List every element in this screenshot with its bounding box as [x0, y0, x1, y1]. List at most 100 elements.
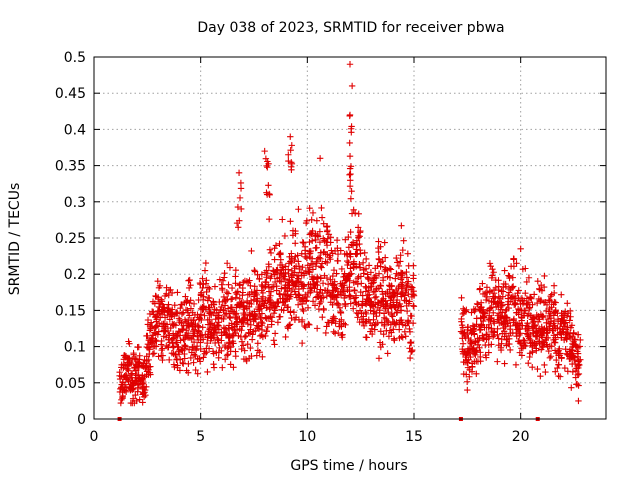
data-point: [211, 306, 218, 313]
data-point: [184, 330, 192, 337]
data-point: [410, 303, 418, 310]
data-point: [267, 249, 275, 257]
data-point: [308, 216, 315, 223]
data-point: [352, 292, 360, 299]
data-point: [410, 287, 417, 295]
data-point: [242, 332, 250, 340]
data-point: [300, 282, 308, 289]
data-point: [271, 341, 278, 348]
data-point: [197, 345, 204, 353]
peak-point: [348, 129, 355, 136]
data-point: [189, 343, 196, 350]
data-point: [406, 354, 414, 362]
data-point: [386, 265, 394, 272]
data-point: [394, 290, 401, 297]
data-point: [296, 292, 303, 299]
data-point: [479, 335, 487, 342]
data-point: [265, 288, 273, 295]
x-tick-label: 5: [196, 429, 205, 445]
data-point: [201, 267, 209, 274]
data-point: [400, 237, 407, 244]
peak-point: [133, 397, 140, 405]
data-point: [248, 300, 255, 308]
data-point: [219, 298, 226, 305]
data-point: [227, 296, 235, 303]
data-point: [202, 280, 210, 287]
data-point: [467, 353, 474, 361]
data-point: [125, 378, 132, 385]
data-point: [531, 342, 539, 349]
data-point: [154, 278, 161, 285]
data-point: [325, 319, 333, 326]
peak-point: [316, 155, 324, 162]
data-point: [398, 316, 405, 324]
data-point: [239, 342, 247, 349]
data-point: [191, 326, 198, 333]
data-point: [174, 310, 181, 317]
data-point: [292, 240, 299, 247]
data-point: [199, 296, 207, 304]
data-point: [469, 322, 477, 329]
data-point: [246, 355, 253, 362]
data-point: [232, 352, 239, 360]
data-point: [149, 335, 156, 343]
data-point: [159, 345, 166, 352]
data-point: [573, 365, 580, 372]
data-point: [176, 367, 184, 374]
data-point: [187, 354, 195, 362]
data-point: [132, 355, 139, 363]
data-point: [270, 337, 277, 344]
data-point: [502, 323, 509, 330]
data-point: [560, 323, 568, 330]
data-point: [319, 290, 326, 297]
data-point: [473, 300, 481, 308]
data-point: [298, 339, 306, 347]
data-point: [409, 320, 417, 327]
data-point: [368, 283, 375, 290]
data-point: [522, 325, 529, 333]
data-point: [471, 331, 478, 338]
y-tick-label: 0.1: [64, 340, 86, 356]
data-point: [353, 263, 360, 270]
data-point: [495, 335, 502, 342]
data-point: [319, 313, 326, 321]
peak-point: [348, 82, 356, 90]
data-point: [486, 260, 494, 267]
data-point: [340, 288, 348, 295]
data-point: [204, 339, 211, 347]
peak-point: [236, 194, 244, 202]
data-point: [404, 318, 412, 325]
data-point: [194, 322, 201, 329]
data-point: [199, 336, 207, 343]
data-point: [330, 328, 337, 336]
data-point: [494, 316, 501, 323]
peak-point: [288, 142, 295, 149]
data-point: [313, 325, 321, 332]
data-point: [390, 289, 397, 296]
data-point: [379, 274, 387, 281]
data-point: [265, 215, 273, 223]
data-point: [509, 283, 516, 291]
data-point: [122, 371, 129, 379]
data-point: [457, 328, 465, 335]
data-point: [399, 321, 406, 328]
data-point: [370, 316, 377, 323]
data-point: [501, 267, 508, 274]
data-point: [266, 246, 274, 253]
data-point: [267, 292, 274, 299]
data-point: [281, 275, 289, 283]
data-point: [408, 293, 416, 301]
data-point: [287, 218, 294, 225]
data-point: [154, 295, 162, 303]
data-point: [236, 325, 243, 333]
data-point: [165, 305, 172, 312]
peak-point: [263, 162, 270, 170]
data-point: [334, 250, 342, 258]
data-point: [502, 280, 509, 288]
data-point: [223, 260, 231, 267]
data-point: [574, 371, 581, 379]
data-point: [277, 256, 284, 263]
data-point: [367, 298, 374, 305]
data-point: [206, 304, 213, 311]
data-point: [258, 310, 266, 317]
